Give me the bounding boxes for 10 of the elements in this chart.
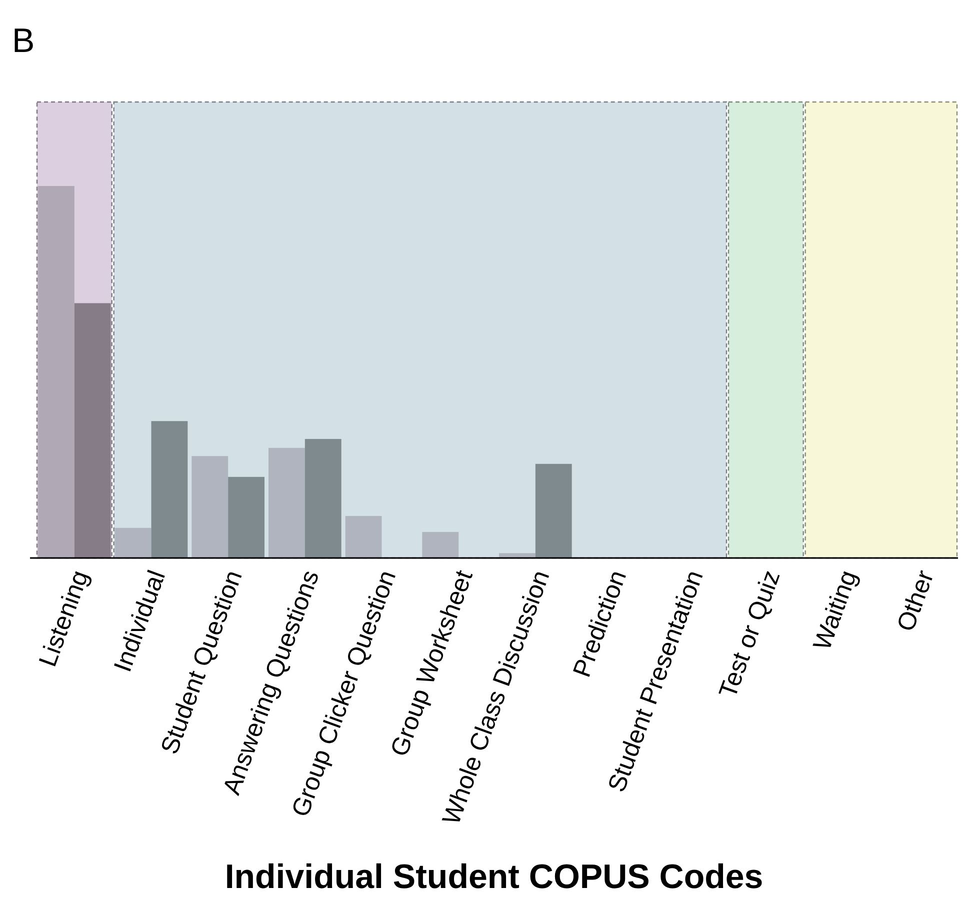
bar (499, 553, 536, 558)
text: B (12, 22, 35, 60)
bar (345, 516, 382, 558)
bar (422, 532, 459, 558)
x-tick-label: Other (892, 566, 940, 636)
bar (114, 528, 152, 558)
x-tick-label: Test or Quiz (714, 566, 786, 702)
x-axis-title: Individual Student COPUS Codes (224, 858, 764, 896)
bar (192, 456, 228, 558)
bar (268, 448, 305, 558)
